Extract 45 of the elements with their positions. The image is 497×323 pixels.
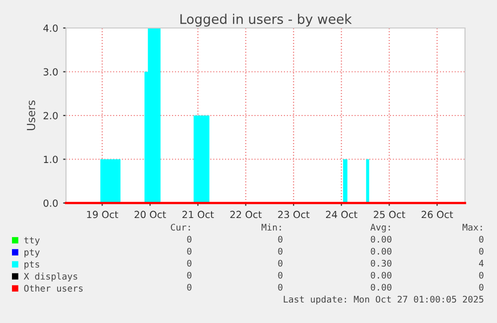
chart-title: Logged in users - by week (180, 14, 352, 27)
text: 0 (187, 248, 192, 255)
text: Last update: Mon Oct 27 01:00:05 2025 (284, 296, 484, 304)
legend-label: X displays (24, 272, 78, 282)
text: 0.00 (370, 236, 392, 243)
text: Min: (262, 224, 281, 231)
y-axis-title: Users (26, 100, 36, 130)
legend-label: Other users (24, 284, 83, 292)
x-tick-label: 24 Oct (326, 210, 358, 218)
text: 0.00 (370, 284, 392, 291)
x-tick-label: 19 Oct (87, 210, 118, 218)
x-tick-label: 22 Oct (230, 210, 262, 218)
y-tick-label: 0.0 (44, 199, 58, 207)
text: 0 (187, 272, 192, 279)
x-tick-label: 20 Oct (134, 210, 166, 218)
text: 0.00 (370, 248, 392, 255)
y-tick-label: 1.0 (44, 156, 58, 164)
text: 0 (278, 248, 282, 255)
legend-label: pts (24, 261, 40, 270)
x-tick-label: 25 Oct (374, 210, 406, 218)
text: 0 (479, 284, 484, 291)
text: 0 (187, 284, 192, 291)
text: Avg: (370, 224, 390, 232)
text: 0 (479, 248, 484, 255)
text: 0 (278, 272, 282, 279)
y-tick-label: 4.0 (43, 24, 58, 32)
text: 0 (278, 284, 282, 291)
x-tick-label: 21 Oct (182, 210, 214, 218)
legend-label: pty (24, 249, 40, 258)
text: 0 (187, 236, 192, 243)
text: 0 (278, 260, 282, 267)
legend-label: tty (24, 237, 40, 246)
text: 4 (479, 260, 484, 267)
text: 0 (479, 272, 484, 279)
text: 0.30 (370, 260, 392, 267)
text: 0 (187, 260, 192, 267)
text: Max: (462, 224, 482, 231)
y-tick-label: 3.0 (44, 68, 58, 76)
text: 0.00 (370, 272, 392, 279)
text: 0 (278, 236, 282, 243)
x-tick-label: 26 Oct (422, 210, 453, 218)
x-tick-label: 23 Oct (278, 210, 310, 218)
text: Cur: (170, 224, 190, 231)
text: 0 (479, 236, 484, 243)
y-tick-label: 2.0 (44, 112, 58, 120)
